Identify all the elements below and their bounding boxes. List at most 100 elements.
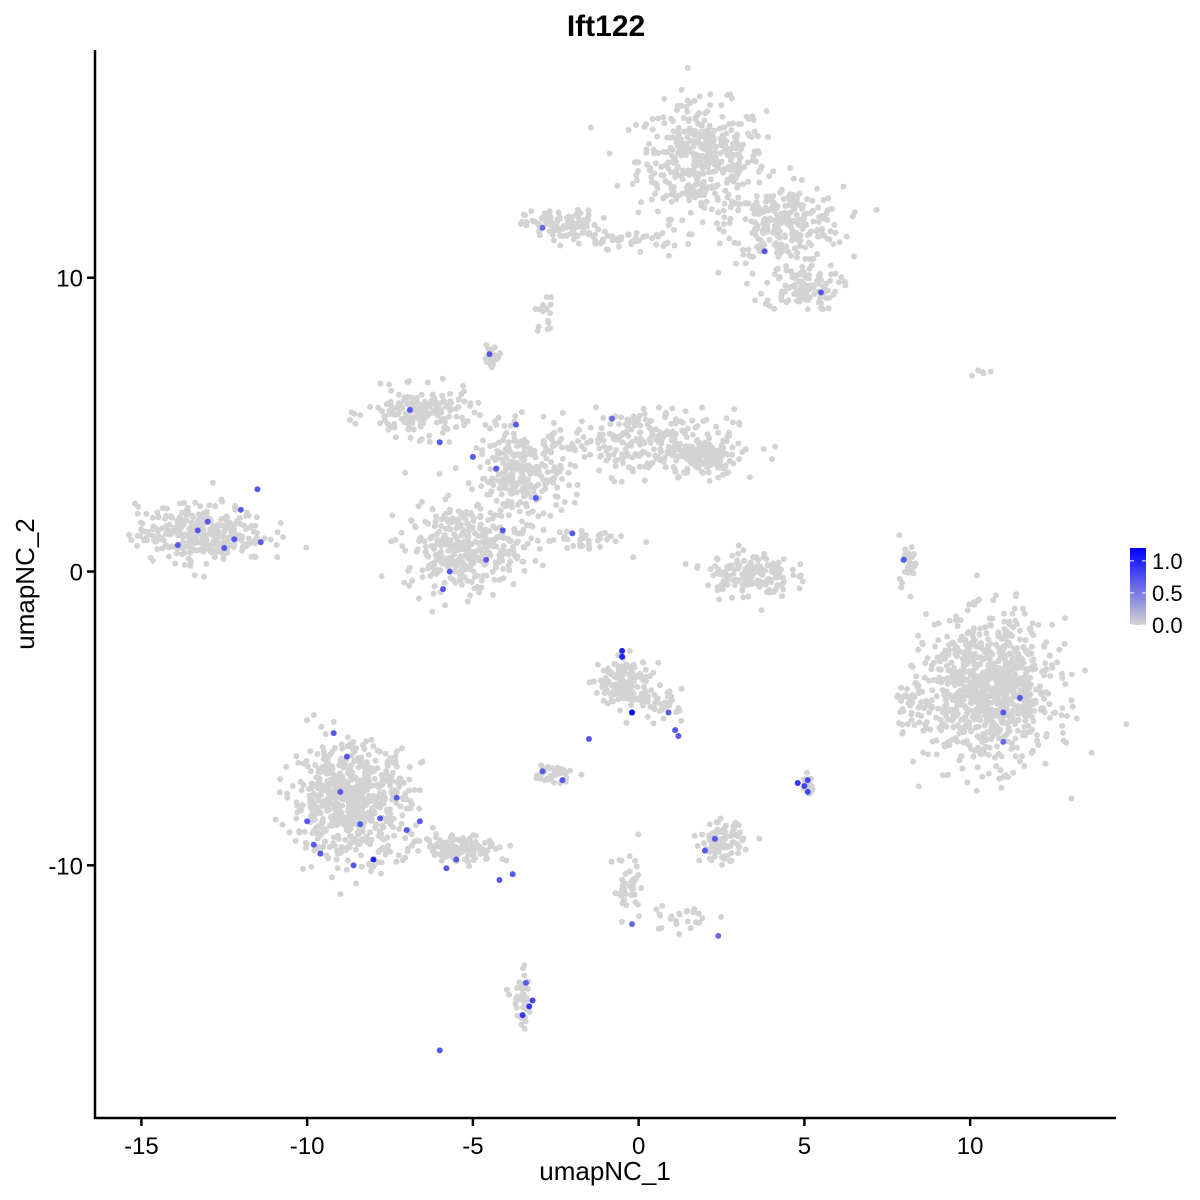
cell-point [467,510,474,517]
cell-point [1060,729,1067,736]
cell-point [760,446,767,453]
cell-point [550,237,557,244]
cell-point [637,248,644,255]
cell-point [819,226,826,233]
cell-point [496,512,503,519]
cell-point [416,805,423,812]
cell-point [797,561,804,568]
cell-point [1012,735,1019,742]
cell-point [767,215,774,222]
cell-point [682,408,689,415]
cell-point [684,64,691,71]
cell-point [1014,744,1021,751]
cell-point [743,113,750,120]
cell-point [312,829,319,836]
expressing-cell-point [701,847,708,854]
cell-point [733,821,740,828]
cell-point [315,797,322,804]
cell-point [462,516,469,523]
cell-point [1035,621,1042,628]
cell-point [405,845,412,852]
cell-point [1016,636,1023,643]
cell-point [577,223,584,230]
cell-point [785,248,792,255]
cell-point [251,553,258,560]
cell-point [402,790,409,797]
cell-point [433,513,440,520]
cell-point [1003,691,1010,698]
cell-point [379,822,386,829]
cell-point [1059,705,1066,712]
cell-point [987,686,994,693]
cell-point [618,532,625,539]
cell-point [234,517,241,524]
cell-point [721,124,728,131]
cell-point [138,519,145,526]
cell-point [629,689,636,696]
cell-point [352,846,359,853]
cell-point [181,549,188,556]
cell-point [600,414,607,421]
cell-point [416,787,423,794]
cell-point [261,535,268,542]
cell-point [728,95,735,102]
cell-point [668,913,675,920]
cell-point [523,995,530,1002]
cell-point [715,586,722,593]
cell-point [667,144,674,151]
cell-point [367,841,374,848]
cell-point [671,226,678,233]
cell-point [654,694,661,701]
cell-point [600,697,607,704]
cell-point [713,555,720,562]
cell-point [922,660,929,667]
cell-point [605,232,612,239]
cell-point [706,435,713,442]
cell-point [628,426,635,433]
cell-point [439,415,446,422]
cell-point [784,211,791,218]
cell-point [408,517,415,524]
cell-point [929,687,936,694]
cell-point [393,800,400,807]
cell-point [761,215,768,222]
expressing-cell-point [711,835,718,842]
cell-point [765,134,772,141]
cell-point [1031,707,1038,714]
cell-point [525,465,532,472]
cell-point [1007,711,1014,718]
cell-point [711,829,718,836]
cell-point [801,285,808,292]
cell-point [365,778,372,785]
cell-point [493,497,500,504]
cell-point [426,403,433,410]
cell-point [793,196,800,203]
cell-point [397,803,404,810]
cell-point [447,407,454,414]
cell-point [446,413,453,420]
cell-point [986,711,993,718]
cell-point [396,775,403,782]
cell-point [501,423,508,430]
cell-point [415,503,422,510]
cell-point [416,837,423,844]
expressing-cell-point [204,518,211,525]
cell-point [698,468,705,475]
cell-point [798,176,805,183]
cell-point [603,246,610,253]
expressing-cell-point [532,495,539,502]
cell-point [520,558,527,565]
cell-point [126,531,133,538]
cell-point [436,528,443,535]
expressing-cell-point [377,815,384,822]
cell-point [412,523,419,530]
cell-point [695,910,702,917]
cell-point [980,748,987,755]
cell-point [832,270,839,277]
cell-point [626,648,633,655]
cell-point [597,432,604,439]
cell-point [694,437,701,444]
cell-point [996,726,1003,733]
cell-point [714,819,721,826]
cell-point [684,108,691,115]
